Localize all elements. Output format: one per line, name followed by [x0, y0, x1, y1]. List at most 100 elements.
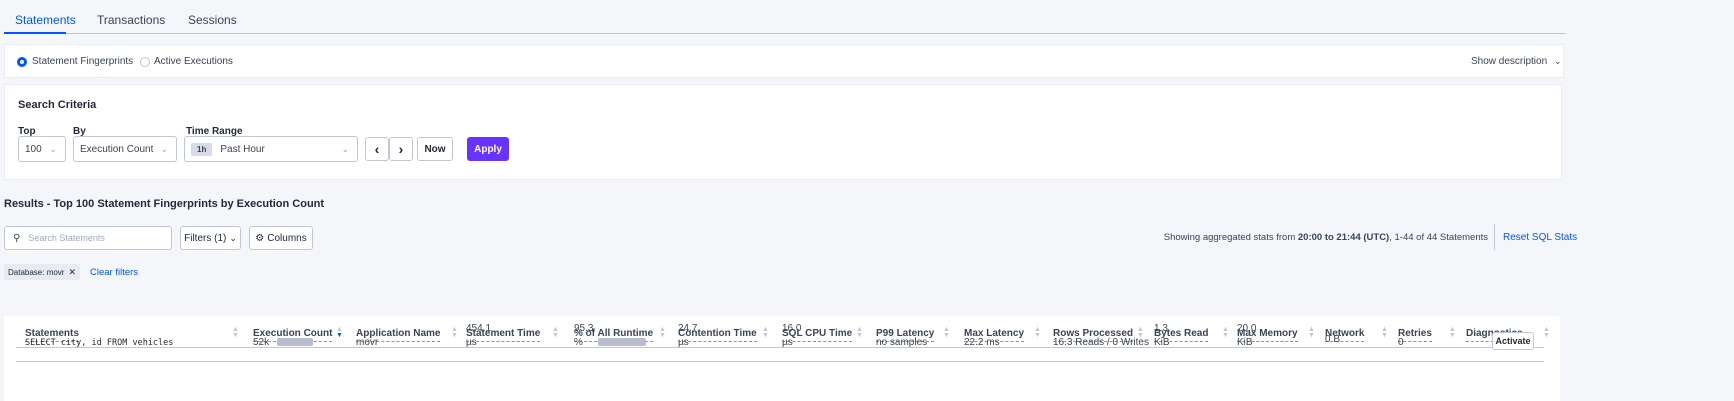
filter-chip-label: Database: movr [8, 267, 65, 277]
reset-sql-stats-link[interactable]: Reset SQL Stats [1503, 232, 1578, 243]
now-button[interactable]: Now [417, 137, 453, 161]
search-criteria-panel: Search Criteria Top By Time Range 100 ⌄ E… [4, 84, 1562, 180]
tab-statements[interactable]: Statements [15, 13, 76, 27]
sort-icon[interactable]: ▲ ▼ [1543, 326, 1550, 339]
time-range-value: Past Hour [220, 143, 265, 155]
sort-icon[interactable]: ▲ ▼ [1222, 326, 1229, 339]
column-header[interactable]: Statement Time [466, 328, 541, 342]
unit: KiB [1154, 337, 1170, 348]
previous-time-button[interactable]: ‹ [365, 137, 389, 161]
column-header[interactable]: Max Latency [964, 328, 1025, 342]
application-cell: movr [356, 337, 379, 348]
filters-label: Filters (1) [184, 232, 227, 244]
column-header[interactable]: Bytes Read [1154, 328, 1209, 342]
row-divider [16, 361, 1544, 362]
max-memory-cell: 20.0 KiB [1237, 322, 1256, 350]
column-header[interactable]: SQL CPU Time [782, 328, 853, 342]
active-filters: Database: movr ✕ Clear filters [4, 264, 138, 280]
top-label: Top [18, 126, 36, 137]
radio-statement-fingerprints[interactable] [17, 57, 27, 67]
value: 1.3 [1154, 323, 1168, 334]
time-range-select[interactable]: 1h Past Hour ⌄ [184, 136, 358, 162]
sort-icon[interactable]: ▲ ▼ [1381, 326, 1388, 339]
unit: % [574, 337, 583, 348]
stats-prefix: Showing aggregated stats from [1163, 232, 1298, 243]
unit: µs [782, 337, 793, 348]
search-icon: ⚲ [13, 232, 21, 244]
tab-transactions[interactable]: Transactions [97, 13, 166, 27]
pct-runtime-cell: 95.3% [574, 322, 593, 350]
radio-active-executions[interactable] [140, 57, 150, 67]
view-toggle-panel: Statement Fingerprints Active Executions… [4, 44, 1564, 78]
sort-icon[interactable]: ▲ ▼ [1137, 326, 1144, 339]
divider [1494, 224, 1495, 250]
apply-button[interactable]: Apply [467, 137, 509, 161]
filter-chip: Database: movr ✕ [4, 264, 81, 280]
show-description-label: Show description [1471, 56, 1548, 67]
column-header[interactable]: Network [1325, 328, 1365, 342]
top-value: 100 [25, 143, 42, 155]
time-range-badge: 1h [191, 142, 213, 156]
retries-cell: 0 [1398, 337, 1404, 348]
bytes-read-cell: 1.3 KiB [1154, 322, 1170, 350]
sort-icon[interactable]: ▲ ▼ [232, 326, 239, 339]
time-range-label: Time Range [186, 126, 243, 137]
tab-sessions[interactable]: Sessions [188, 13, 237, 27]
sort-icon[interactable]: ▲ ▼ [659, 326, 666, 339]
stats-suffix: , 1-44 of 44 Statements [1389, 232, 1488, 243]
show-description-toggle[interactable]: Show description ⌄ [1471, 56, 1561, 67]
sort-icon[interactable]: ▲ ▼ [1449, 326, 1456, 339]
by-select[interactable]: Execution Count ⌄ [73, 136, 177, 162]
clear-filters-link[interactable]: Clear filters [90, 266, 139, 278]
tab-divider [4, 33, 1566, 34]
top-select[interactable]: 100 ⌄ [18, 136, 66, 162]
p99-cell: no samples [876, 337, 928, 348]
sort-icon[interactable]: ▲ ▼ [552, 326, 559, 339]
columns-label: Columns [267, 232, 307, 244]
radio-label[interactable]: Statement Fingerprints [32, 56, 134, 67]
chevron-down-icon: ⌄ [160, 143, 168, 154]
sort-icon[interactable]: ▲ ▼ [1034, 326, 1041, 339]
column-header[interactable]: P99 Latency [876, 328, 935, 342]
sort-icon[interactable]: ▲ ▼ [762, 326, 769, 339]
chevron-down-icon: ⌄ [1553, 56, 1562, 66]
execution-count-bar [277, 338, 313, 346]
unit: KiB [1237, 337, 1253, 348]
column-header[interactable]: Rows Processed [1053, 328, 1134, 342]
next-time-button[interactable]: › [389, 137, 413, 161]
column-header[interactable]: Retries [1398, 328, 1432, 342]
filters-button[interactable]: Filters (1) ⌄ [180, 226, 241, 250]
sql-cpu-cell: 16.0 µs [782, 322, 801, 350]
column-header[interactable]: Application Name [356, 328, 441, 342]
column-header[interactable]: Max Memory [1237, 328, 1298, 342]
chevron-down-icon: ⌄ [49, 143, 57, 154]
sort-icon[interactable]: ▲ ▼ [1308, 326, 1315, 339]
chevron-down-icon: ⌄ [341, 143, 349, 154]
sort-icon[interactable]: ▲ ▼ [943, 326, 950, 339]
value: 16.0 [782, 323, 802, 334]
close-icon[interactable]: ✕ [68, 266, 77, 277]
gear-icon: ⚙ [255, 232, 265, 244]
sort-icon[interactable]: ▲ ▼ [451, 326, 458, 339]
results-title: Results - Top 100 Statement Fingerprints… [4, 198, 325, 210]
column-header[interactable]: Statements [25, 328, 79, 342]
sort-icon[interactable]: ▲ ▼ [336, 326, 343, 339]
value: 20.0 [1237, 323, 1257, 334]
column-header[interactable]: Contention Time [678, 328, 757, 342]
activate-diagnostics-button[interactable]: Activate [1492, 332, 1534, 350]
radio-label[interactable]: Active Executions [154, 56, 233, 67]
statements-table [4, 316, 1560, 401]
contention-time-cell: 24.7 µs [678, 322, 697, 350]
by-value: Execution Count [80, 143, 154, 155]
value: 454.1 [466, 323, 492, 334]
search-input[interactable]: ⚲ Search Statements [4, 226, 172, 250]
sort-icon[interactable]: ▲ ▼ [856, 326, 863, 339]
execution-count-cell: 52k [253, 337, 270, 348]
stats-summary: Showing aggregated stats from 20:00 to 2… [1164, 232, 1488, 243]
search-criteria-title: Search Criteria [18, 99, 97, 111]
unit: µs [466, 337, 477, 348]
statement-cell[interactable]: SELECT city, id FROM vehicles [25, 338, 174, 348]
value: 24.7 [678, 323, 698, 334]
columns-button[interactable]: ⚙ Columns [249, 226, 313, 250]
search-placeholder: Search Statements [28, 233, 105, 243]
